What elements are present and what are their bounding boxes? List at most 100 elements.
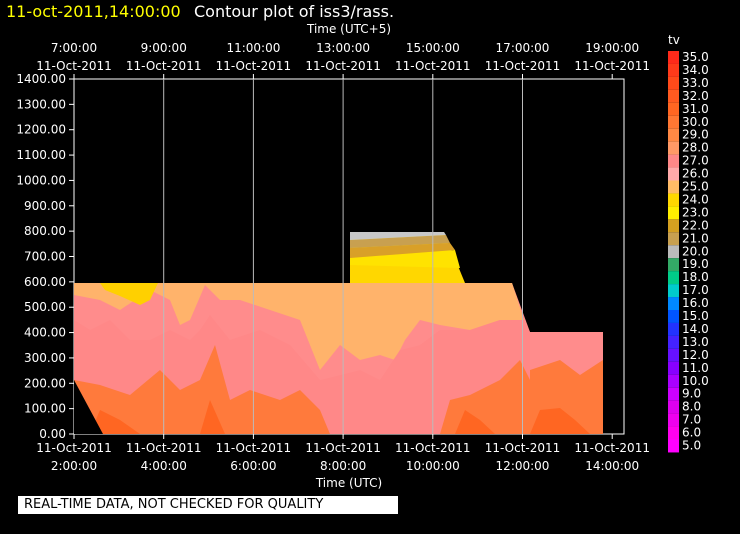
colorbar-swatch <box>668 387 679 401</box>
colorbar-level-label: 10.0 <box>682 374 709 388</box>
colorbar: 35.034.033.032.031.030.029.028.027.026.0… <box>668 50 709 453</box>
contour-band-29a <box>90 410 140 434</box>
y-tick-label: 100.00 <box>24 402 66 416</box>
x-tick-time: 2:00:00 <box>51 459 97 473</box>
colorbar-level-label: 29.0 <box>682 128 709 142</box>
colorbar-level-label: 24.0 <box>682 192 709 206</box>
top-tick-time: 7:00:00 <box>51 41 97 55</box>
y-tick-label: 500.00 <box>24 300 66 314</box>
colorbar-level-label: 20.0 <box>682 244 709 258</box>
colorbar-swatch <box>668 128 679 142</box>
y-tick-label: 600.00 <box>24 275 66 289</box>
y-tick-label: 900.00 <box>24 199 66 213</box>
y-tick-label: 1000.00 <box>16 173 66 187</box>
colorbar-level-label: 21.0 <box>682 231 709 245</box>
y-tick-label: 700.00 <box>24 250 66 264</box>
colorbar-level-label: 35.0 <box>682 50 709 64</box>
top-tick-date: 11-Oct-2011 <box>216 59 292 73</box>
colorbar-level-label: 27.0 <box>682 154 709 168</box>
top-tick-date: 11-Oct-2011 <box>574 59 650 73</box>
colorbar-level-label: 8.0 <box>682 400 701 414</box>
grid-lines <box>163 79 523 434</box>
colorbar-swatch <box>668 297 679 310</box>
colorbar-level-label: 9.0 <box>682 387 701 401</box>
colorbar-swatch <box>668 413 679 427</box>
datetime-label: 11-oct-2011,14:00:00 <box>6 2 181 21</box>
top-tick-date: 11-Oct-2011 <box>305 59 381 73</box>
colorbar-swatch <box>668 258 679 272</box>
colorbar-level-label: 13.0 <box>682 335 709 349</box>
x-tick-time: 4:00:00 <box>141 459 187 473</box>
colorbar-level-label: 23.0 <box>682 205 709 219</box>
colorbar-swatch <box>668 426 679 440</box>
no-data-wedge <box>74 380 103 434</box>
contour-band-29c <box>455 410 495 434</box>
x-tick-date: 11-Oct-2011 <box>395 441 471 455</box>
y-tick-label: 200.00 <box>24 376 66 390</box>
colorbar-swatch <box>668 361 679 375</box>
x-tick-date: 11-Oct-2011 <box>216 441 292 455</box>
contour-band-22 <box>350 243 455 258</box>
contour-band-25 <box>74 283 524 370</box>
colorbar-level-label: 31.0 <box>682 102 709 116</box>
colorbar-level-label: 12.0 <box>682 348 709 362</box>
contour-band-29-late <box>530 408 590 434</box>
y-tick-label: 1200.00 <box>16 123 66 137</box>
top-tick-time: 9:00:00 <box>141 41 187 55</box>
data-quality-note: REAL-TIME DATA, NOT CHECKED FOR QUALITY <box>18 496 398 514</box>
x-tick-time: 8:00:00 <box>320 459 366 473</box>
y-tick-label: 800.00 <box>24 224 66 238</box>
top-tick-time: 13:00:00 <box>316 41 370 55</box>
colorbar-level-label: 30.0 <box>682 115 709 129</box>
top-tick-time: 15:00:00 <box>406 41 460 55</box>
colorbar-swatch <box>668 219 679 233</box>
bottom-axis: 11-Oct-2011 2:00:00 11-Oct-2011 4:00:00 11-O… <box>36 434 650 473</box>
top-axis: 7:00:00 11-Oct-2011 9:00:00 11-Oct-2011 11:0… <box>36 41 650 79</box>
top-tick-time: 19:00:00 <box>585 41 639 55</box>
colorbar-swatch <box>668 154 679 168</box>
top-tick-date: 11-Oct-2011 <box>126 59 202 73</box>
y-tick-label: 400.00 <box>24 326 66 340</box>
colorbar-swatch <box>668 439 679 453</box>
colorbar-level-label: 22.0 <box>682 218 709 232</box>
colorbar-level-label: 15.0 <box>682 309 709 323</box>
colorbar-level-label: 19.0 <box>682 257 709 271</box>
x-tick-time: 6:00:00 <box>230 459 276 473</box>
chart-title: Contour plot of iss3/rass. <box>194 2 394 21</box>
x-tick-date: 11-Oct-2011 <box>126 441 202 455</box>
y-tick-label: 1100.00 <box>16 148 66 162</box>
contour-band-20 <box>350 232 446 240</box>
contour-fills <box>74 232 603 434</box>
colorbar-swatch <box>668 284 679 298</box>
top-tick-date: 11-Oct-2011 <box>395 59 471 73</box>
colorbar-swatch <box>668 322 679 336</box>
colorbar-swatch <box>668 63 679 77</box>
top-axis-title: Time (UTC+5) <box>306 22 391 36</box>
colorbar-swatch <box>668 167 679 181</box>
colorbar-level-label: 11.0 <box>682 361 709 375</box>
colorbar-level-label: 7.0 <box>682 413 701 427</box>
contour-band-21 <box>350 235 450 248</box>
x-tick-date: 11-Oct-2011 <box>574 441 650 455</box>
colorbar-swatch <box>668 89 679 103</box>
colorbar-swatch <box>668 180 679 194</box>
colorbar-level-label: 25.0 <box>682 180 709 194</box>
colorbar-swatch <box>668 245 679 259</box>
top-tick-date: 11-Oct-2011 <box>485 59 561 73</box>
colorbar-level-label: 6.0 <box>682 426 701 440</box>
contour-band-28 <box>74 345 330 434</box>
top-tick-date: 11-Oct-2011 <box>36 59 112 73</box>
colorbar-level-label: 28.0 <box>682 141 709 155</box>
colorbar-swatch <box>668 51 679 64</box>
contour-band-24 <box>100 283 158 305</box>
x-tick-time: 14:00:00 <box>585 459 639 473</box>
x-axis-title: Time (UTC) <box>315 476 382 490</box>
colorbar-swatch <box>668 348 679 362</box>
colorbar-swatch <box>668 271 679 285</box>
colorbar-swatch <box>668 115 679 129</box>
colorbar-level-label: 26.0 <box>682 167 709 181</box>
colorbar-swatch <box>668 193 679 207</box>
colorbar-level-label: 18.0 <box>682 270 709 284</box>
y-tick-label: 300.00 <box>24 351 66 365</box>
